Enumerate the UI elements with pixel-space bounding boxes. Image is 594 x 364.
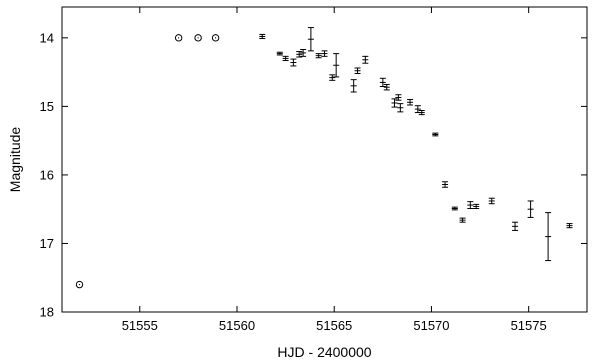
- open-circle-point-center: [78, 283, 81, 286]
- y-tick-label: 15: [40, 99, 54, 114]
- errorbar-point: [321, 50, 328, 57]
- errorbar-point: [379, 77, 386, 88]
- errorbar-point: [391, 98, 398, 108]
- plot-frame: [61, 6, 588, 313]
- errorbar-point: [329, 74, 336, 81]
- errorbar-point: [395, 94, 402, 101]
- errorbar-point: [527, 200, 534, 218]
- y-tick-label: 18: [40, 305, 54, 320]
- errorbar-point: [300, 48, 307, 57]
- errorbar-point: [418, 109, 425, 116]
- errorbar-point: [473, 203, 480, 210]
- x-axis-title: HJD - 2400000: [277, 344, 371, 360]
- errorbar-point: [296, 51, 303, 58]
- errorbar-point: [512, 221, 519, 231]
- y-tick-label: 14: [40, 30, 54, 45]
- errorbar-point: [276, 51, 283, 56]
- errorbar-point: [488, 197, 495, 205]
- open-circle-series: [75, 34, 220, 289]
- errorbar-point: [307, 27, 314, 52]
- errorbar-point: [282, 55, 289, 61]
- x-tick-label: 51560: [219, 318, 255, 333]
- errorbar-point: [350, 79, 357, 93]
- open-circle-point-center: [215, 37, 217, 39]
- open-circle-point-center: [178, 37, 180, 39]
- open-circle-point-center: [197, 37, 199, 39]
- x-tick-label: 51555: [122, 318, 158, 333]
- open-circle-point: [174, 34, 183, 42]
- errorbar-point: [432, 132, 439, 137]
- y-axis: 14 15 16 17 18: [40, 30, 587, 320]
- open-circle-point: [194, 34, 202, 42]
- errorbar-point: [459, 217, 466, 223]
- errorbar-point: [566, 223, 573, 229]
- errorbar-point: [545, 212, 552, 262]
- errorbar-point: [354, 67, 361, 74]
- x-tick-label: 51570: [413, 318, 449, 333]
- errorbar-point: [451, 206, 458, 211]
- errorbar-point: [407, 99, 414, 106]
- errorbar-series: [259, 27, 573, 262]
- errorbar-point: [397, 103, 404, 113]
- open-circle-point: [211, 34, 220, 42]
- y-tick-label: 16: [40, 167, 54, 182]
- errorbar-point: [467, 201, 474, 210]
- y-tick-label: 17: [40, 236, 54, 251]
- errorbar-point: [333, 53, 340, 78]
- errorbar-point: [442, 181, 449, 188]
- errorbar-point: [315, 53, 322, 59]
- y-axis-title: Magnitude: [7, 127, 23, 193]
- x-tick-label: 51575: [511, 318, 547, 333]
- errorbar-point: [290, 58, 297, 67]
- errorbar-point: [259, 33, 266, 40]
- open-circle-point: [75, 280, 84, 289]
- errorbar-point: [383, 83, 390, 91]
- errorbar-point: [414, 105, 421, 114]
- x-tick-label: 51565: [316, 318, 352, 333]
- x-axis: 51555 51560 51565 51570 51575: [122, 7, 547, 333]
- errorbar-point: [362, 55, 369, 64]
